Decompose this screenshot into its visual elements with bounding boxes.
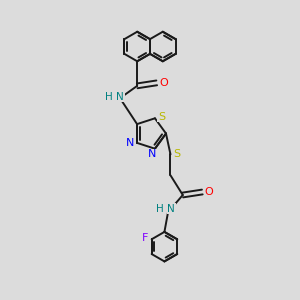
Text: O: O <box>159 78 168 88</box>
Text: F: F <box>142 233 148 243</box>
Text: S: S <box>158 112 165 122</box>
Text: N: N <box>167 204 175 214</box>
Text: O: O <box>205 187 213 197</box>
Text: H: H <box>105 92 112 102</box>
Text: N: N <box>116 92 124 102</box>
Text: N: N <box>148 149 156 159</box>
Text: S: S <box>173 149 181 159</box>
Text: H: H <box>156 204 164 214</box>
Text: N: N <box>126 138 135 148</box>
